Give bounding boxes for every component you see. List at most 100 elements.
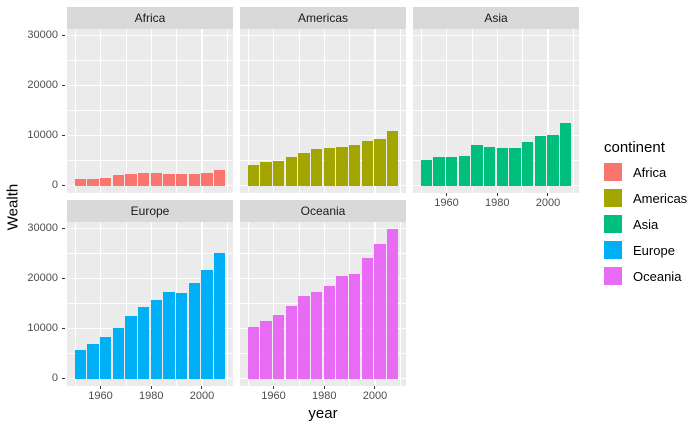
gridline-major-vertical	[272, 29, 275, 193]
bar-asia-1987	[509, 147, 521, 186]
bar-europe-1997	[188, 283, 201, 379]
bar-oceania-1997	[361, 258, 374, 379]
y-tick-mark	[62, 185, 65, 187]
bar-africa-1977	[137, 172, 150, 186]
gridline-minor-horizontal	[67, 253, 233, 254]
bar-oceania-1957	[260, 320, 272, 379]
bar-europe-1952	[74, 350, 86, 379]
gridline-minor-vertical	[227, 29, 228, 193]
y-tick-label: 30000	[27, 222, 58, 234]
bar-africa-2007	[214, 170, 226, 186]
gridline-minor-horizontal	[67, 303, 233, 304]
x-tick-mark	[496, 193, 498, 196]
gridline-minor-horizontal	[413, 160, 579, 161]
legend-item-europe: Europe	[604, 241, 687, 259]
y-tick-mark	[62, 328, 65, 330]
bar-americas-1987	[336, 146, 348, 186]
gridline-major-horizontal	[67, 377, 233, 380]
bar-asia-1992	[522, 142, 534, 186]
legend-label-americas: Americas	[633, 190, 688, 206]
gridline-minor-vertical	[573, 29, 574, 193]
x-tick-mark	[273, 386, 275, 389]
legend-item-asia: Asia	[604, 215, 687, 233]
y-tick-label: 0	[51, 179, 58, 192]
legend-items: Africa Americas Asia Europe Oceania	[604, 163, 687, 285]
bar-oceania-1982	[323, 285, 336, 379]
x-tick-label: 1960	[434, 197, 459, 209]
facet-strip-oceania: Oceania	[240, 200, 406, 222]
x-tick-label: 1980	[139, 390, 164, 402]
legend-swatch-oceania	[604, 267, 622, 285]
bar-oceania-1972	[298, 296, 310, 379]
gridline-major-horizontal	[67, 34, 233, 37]
gridline-major-vertical	[99, 29, 102, 193]
gridline-major-vertical	[547, 29, 549, 193]
x-tick-mark	[374, 386, 376, 389]
x-tick-mark	[201, 386, 203, 389]
legend-label-asia: Asia	[633, 216, 659, 232]
facet-panel-oceania	[240, 222, 406, 386]
bar-americas-1957	[260, 162, 272, 186]
bar-oceania-1977	[310, 292, 323, 379]
gridline-major-horizontal	[240, 84, 406, 87]
facet-strip-americas: Americas	[240, 7, 406, 29]
gridline-minor-vertical	[420, 29, 422, 193]
gridline-minor-vertical	[125, 222, 127, 386]
bar-asia-1967	[458, 155, 470, 186]
bar-europe-1977	[137, 307, 150, 379]
bar-asia-1962	[445, 156, 458, 186]
bar-americas-1952	[247, 165, 259, 186]
gridline-minor-vertical	[227, 222, 228, 386]
bar-europe-1962	[99, 336, 112, 379]
gridline-major-vertical	[99, 222, 102, 386]
facet-panel-africa	[67, 29, 233, 193]
bar-oceania-1992	[349, 274, 361, 379]
bar-asia-1952	[420, 159, 432, 186]
x-tick-label: 1960	[88, 390, 113, 402]
bar-asia-2002	[547, 134, 559, 186]
gridline-minor-vertical	[400, 222, 401, 386]
facet-strip-asia: Asia	[413, 7, 579, 29]
bar-oceania-1967	[285, 306, 297, 379]
y-tick-mark	[62, 378, 65, 380]
gridline-major-horizontal	[67, 134, 233, 137]
gridline-major-horizontal	[413, 84, 579, 87]
legend-swatch-asia	[604, 215, 622, 233]
gridline-minor-horizontal	[413, 60, 579, 61]
gridline-minor-vertical	[247, 222, 249, 386]
x-tick-label: 1980	[312, 390, 337, 402]
bar-africa-2002	[201, 172, 213, 186]
facet-strip-africa: Africa	[67, 7, 233, 29]
gridline-major-horizontal	[240, 277, 406, 280]
gridline-minor-vertical	[400, 29, 401, 193]
bar-oceania-1962	[272, 315, 285, 379]
facet-strip-europe: Europe	[67, 200, 233, 222]
x-tick-mark	[100, 386, 102, 389]
bar-oceania-1987	[336, 276, 348, 379]
legend-label-oceania: Oceania	[633, 268, 682, 284]
bar-africa-1967	[112, 175, 124, 186]
x-axis-title: year	[308, 405, 338, 422]
gridline-minor-horizontal	[67, 110, 233, 111]
bar-europe-1972	[125, 316, 137, 379]
bar-americas-1972	[298, 153, 310, 186]
gridline-major-horizontal	[67, 227, 233, 230]
gridline-major-horizontal	[413, 184, 579, 187]
gridline-minor-vertical	[74, 29, 76, 193]
x-tick-label: 2000	[362, 390, 388, 402]
bar-africa-1997	[188, 173, 201, 186]
gridline-minor-vertical	[74, 222, 76, 386]
facet-panel-asia	[413, 29, 579, 193]
facet-panel-europe	[67, 222, 233, 386]
gridline-minor-horizontal	[67, 353, 233, 354]
bar-africa-1972	[125, 173, 137, 186]
bar-europe-2007	[214, 253, 226, 379]
bar-americas-1982	[323, 148, 336, 186]
gridline-minor-horizontal	[240, 253, 406, 254]
bar-europe-1982	[150, 300, 163, 379]
y-tick-label: 20000	[27, 79, 58, 92]
y-tick-label: 30000	[27, 29, 58, 41]
bar-oceania-2002	[374, 243, 386, 379]
y-tick-mark	[62, 35, 65, 36]
